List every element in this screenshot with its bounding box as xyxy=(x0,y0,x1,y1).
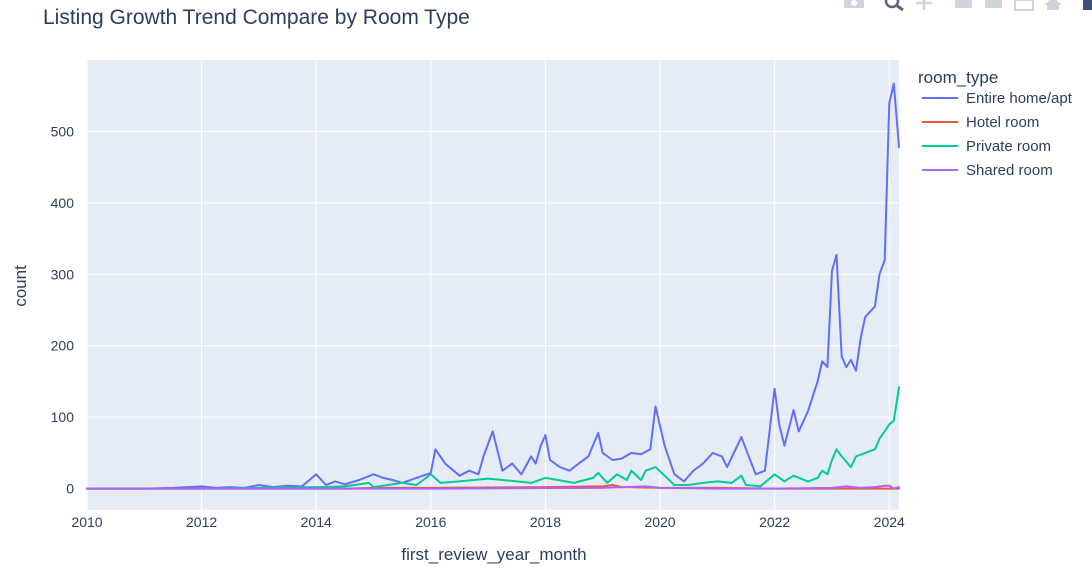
plotly-logo-icon[interactable] xyxy=(1083,0,1092,10)
x-tick-label: 2016 xyxy=(415,514,446,530)
legend-label: Private room xyxy=(966,138,1051,155)
home-icon[interactable] xyxy=(1044,0,1062,10)
x-axis-ticks: 2010 2012 2014 2016 2018 2020 2022 2024 xyxy=(71,514,905,530)
series-line-entire-home-apt xyxy=(86,82,900,490)
y-tick-label: 400 xyxy=(51,195,75,211)
zoom-out-icon[interactable] xyxy=(985,0,1002,8)
x-tick-label: 2012 xyxy=(186,514,217,530)
camera-icon[interactable] xyxy=(844,0,864,8)
series-line-shared-room xyxy=(86,484,900,490)
y-tick-label: 200 xyxy=(51,338,75,354)
x-tick-label: 2024 xyxy=(874,514,905,530)
legend-item-private-room[interactable]: Private room xyxy=(922,138,1051,155)
legend-title: room_type xyxy=(918,68,998,87)
y-axis-ticks: 0 100 200 300 400 500 xyxy=(51,123,75,496)
autoscale-icon[interactable] xyxy=(1014,0,1034,11)
legend-label: Hotel room xyxy=(966,114,1039,131)
chart-title: Listing Growth Trend Compare by Room Typ… xyxy=(43,6,470,29)
x-tick-label: 2014 xyxy=(301,514,332,530)
series-line-private-room xyxy=(86,386,900,490)
legend-item-hotel-room[interactable]: Hotel room xyxy=(922,114,1039,131)
y-tick-label: 0 xyxy=(66,481,74,497)
x-axis-title: first_review_year_month xyxy=(401,545,586,564)
y-tick-label: 300 xyxy=(51,266,75,282)
series-lines xyxy=(86,82,900,490)
zoom-icon[interactable] xyxy=(884,0,904,12)
zoom-in-icon[interactable] xyxy=(955,0,972,8)
legend-item-entire-home-apt[interactable]: Entire home/apt xyxy=(922,90,1073,107)
legend-item-shared-room[interactable]: Shared room xyxy=(922,162,1053,179)
pan-icon[interactable] xyxy=(916,0,932,10)
plot-area xyxy=(87,60,899,510)
modebar xyxy=(844,0,1092,12)
y-tick-label: 100 xyxy=(51,409,75,425)
x-tick-label: 2022 xyxy=(759,514,790,530)
y-axis-title: count xyxy=(11,265,30,307)
legend: room_type Entire home/apt Hotel room Priva… xyxy=(918,68,1073,179)
x-tick-label: 2010 xyxy=(71,514,102,530)
legend-label: Shared room xyxy=(966,162,1053,179)
legend-label: Entire home/apt xyxy=(966,90,1073,107)
y-tick-label: 500 xyxy=(51,123,75,139)
x-tick-label: 2020 xyxy=(644,514,675,530)
x-tick-label: 2018 xyxy=(530,514,561,530)
